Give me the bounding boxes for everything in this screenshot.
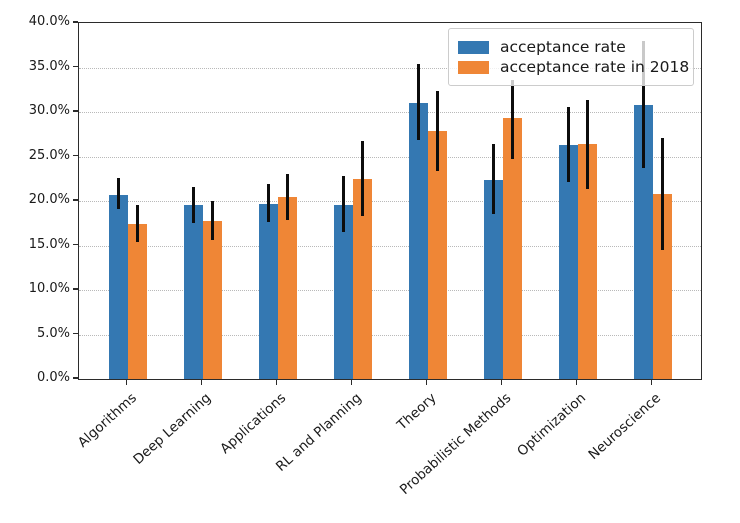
error-bar	[641, 40, 645, 169]
error-bar	[435, 90, 439, 171]
y-tick-label: 15.0%	[28, 236, 70, 252]
legend-entry-acceptance-rate-2018: acceptance rate in 2018	[458, 57, 689, 77]
error-bar	[341, 176, 345, 233]
bar-acceptance-rate	[408, 103, 428, 379]
y-tick-label: 40.0%	[28, 14, 70, 29]
y-tick-label: 20.0%	[28, 192, 70, 207]
x-tick-label: Applications	[217, 390, 290, 458]
x-tick-label: Deep Learning	[130, 390, 215, 468]
bar-acceptance-rate	[633, 104, 653, 379]
legend-label: acceptance rate	[500, 38, 626, 56]
y-tick-label: 25.0%	[28, 147, 70, 163]
error-bar	[135, 204, 139, 242]
y-tick-mark	[73, 21, 78, 23]
error-bar	[191, 186, 195, 224]
x-tick-mark	[650, 380, 653, 385]
y-tick-label: 0.0%	[36, 370, 70, 385]
x-tick-mark	[125, 380, 128, 385]
y-tick-label: 35.0%	[28, 58, 70, 74]
y-tick-label: 5.0%	[36, 325, 70, 341]
x-tick-mark	[425, 380, 428, 385]
y-tick-mark	[73, 332, 78, 335]
bar-acceptance-rate	[183, 205, 203, 379]
legend-entry-acceptance-rate: acceptance rate	[458, 37, 683, 57]
error-bar	[510, 79, 514, 160]
error-bar	[266, 184, 270, 223]
bar-acceptance-rate	[108, 194, 128, 379]
bar-acceptance-rate	[333, 204, 353, 379]
bar-acceptance-rate-2018	[502, 118, 522, 379]
error-bar	[566, 106, 570, 183]
bar-acceptance-rate	[558, 144, 578, 379]
x-tick-mark	[350, 380, 353, 385]
gridline	[79, 290, 701, 291]
bar-acceptance-rate	[483, 179, 503, 379]
bar-acceptance-rate-2018	[127, 224, 147, 379]
legend: acceptance rate acceptance rate in 2018	[448, 28, 694, 86]
bar-acceptance-rate-2018	[427, 130, 447, 379]
error-bar	[360, 141, 364, 217]
error-bar	[116, 177, 120, 209]
bar-acceptance-rate-2018	[202, 220, 222, 379]
x-tick-mark	[500, 380, 503, 385]
x-tick-mark	[575, 380, 578, 385]
gridline	[79, 334, 701, 336]
x-tick-label: Optimization	[514, 390, 590, 460]
gridline	[79, 67, 701, 69]
error-bar	[660, 137, 664, 250]
bar-acceptance-rate-2018	[652, 193, 672, 379]
gridline	[79, 156, 701, 158]
y-tick-mark	[73, 110, 78, 112]
error-bar	[491, 144, 495, 215]
y-tick-label: 10.0%	[28, 281, 70, 296]
y-tick-mark	[73, 154, 78, 157]
x-tick-label: Theory	[393, 390, 440, 434]
bar-acceptance-rate-2018	[352, 178, 372, 379]
y-tick-mark	[73, 199, 78, 201]
x-tick-label: Algorithms	[74, 390, 140, 451]
legend-swatch-acceptance-rate-2018	[458, 60, 489, 74]
bar-acceptance-rate-2018	[277, 196, 297, 379]
gridline	[79, 245, 701, 247]
y-tick-mark	[73, 65, 78, 68]
x-tick-label: Neuroscience	[585, 390, 665, 463]
x-tick-mark	[275, 380, 278, 385]
error-bar	[285, 174, 289, 220]
bar-acceptance-rate-2018	[577, 144, 597, 379]
x-tick-mark	[200, 380, 203, 385]
y-tick-mark	[73, 243, 78, 246]
bar-acceptance-rate	[258, 203, 278, 379]
gridline	[79, 112, 701, 113]
gridline	[79, 201, 701, 202]
legend-label: acceptance rate in 2018	[500, 58, 690, 76]
y-tick-label: 30.0%	[28, 103, 70, 118]
legend-swatch-acceptance-rate	[458, 40, 489, 54]
y-tick-mark	[73, 288, 78, 290]
error-bar	[416, 63, 420, 141]
y-tick-mark	[73, 377, 78, 379]
error-bar	[210, 201, 214, 241]
error-bar	[585, 99, 589, 189]
